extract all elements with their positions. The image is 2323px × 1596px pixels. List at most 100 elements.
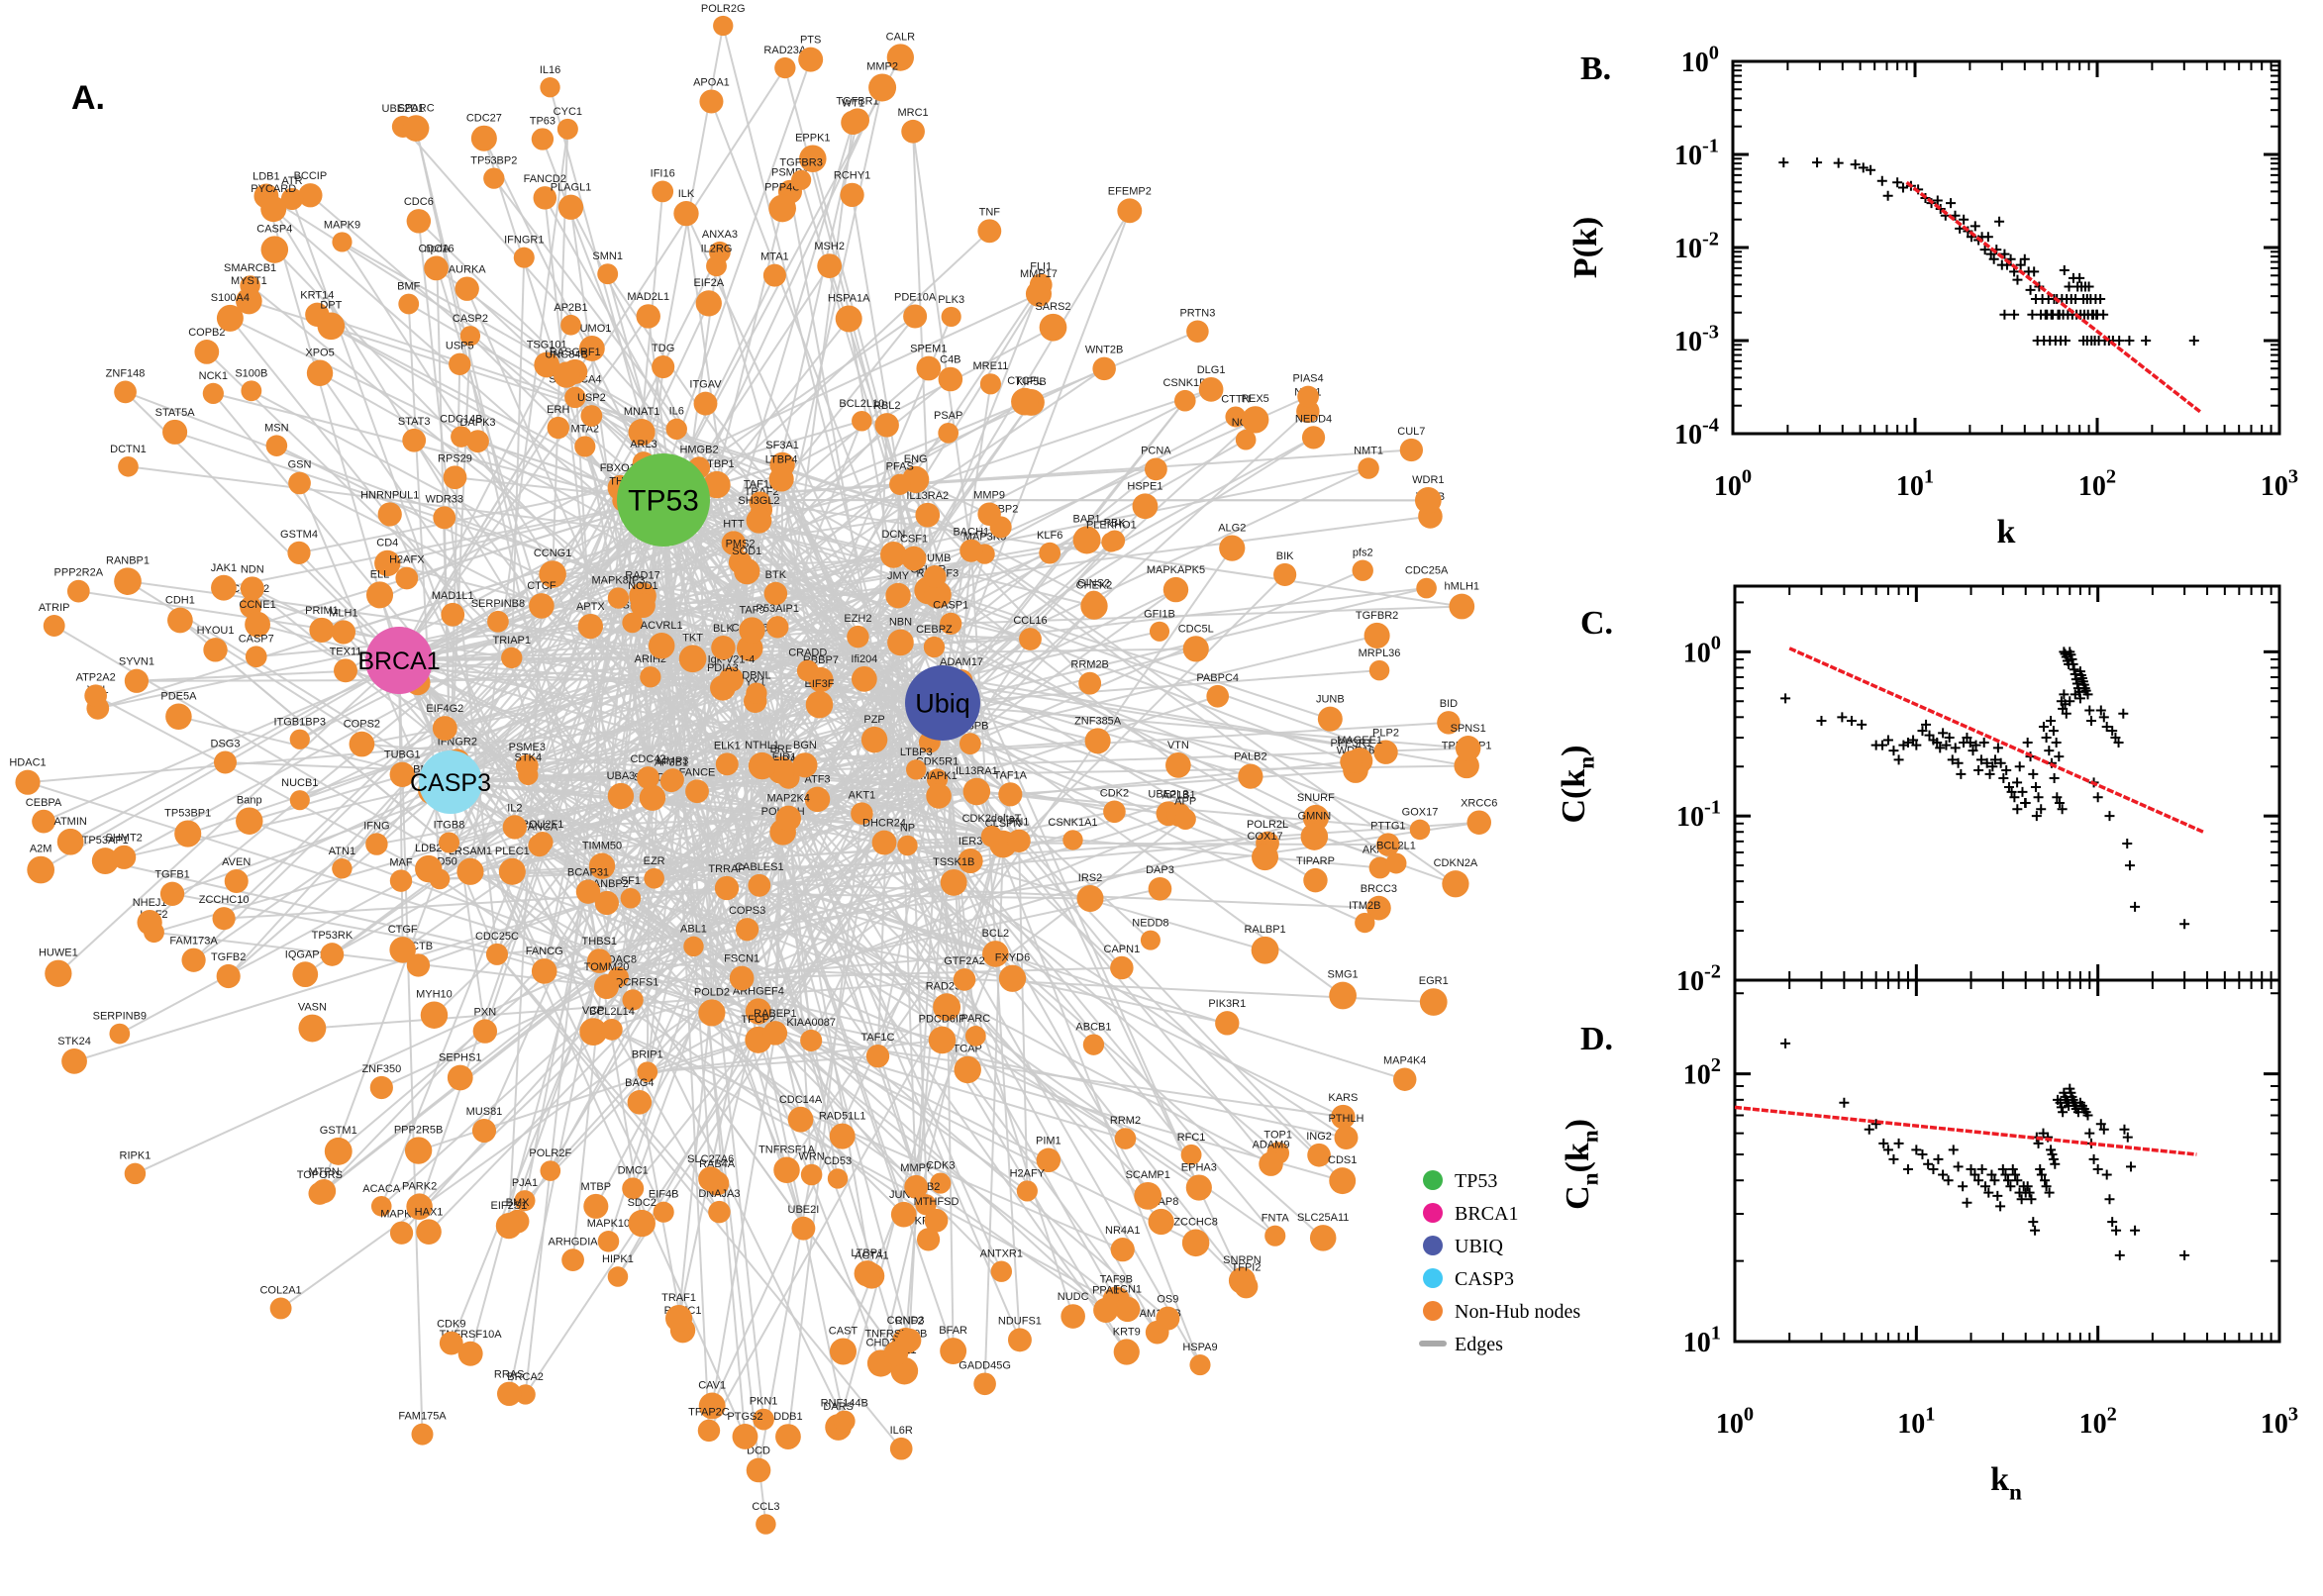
network-node-label: APOA1 [693, 76, 730, 88]
network-node-label: ZNF148 [106, 368, 146, 380]
network-node [756, 1514, 776, 1535]
network-edge [774, 1032, 1197, 1245]
network-node [833, 1410, 856, 1433]
network-node [933, 993, 961, 1022]
network-node [485, 943, 509, 965]
network-node-label: MMP2 [866, 60, 898, 72]
network-node [245, 611, 270, 638]
network-node [851, 802, 873, 825]
network-node-label: RABEP1 [754, 1008, 796, 1020]
network-edge [929, 741, 1320, 1156]
network-node-label: PRTN3 [1179, 307, 1215, 319]
network-node-label: STAT3 [398, 416, 431, 428]
network-edge [496, 928, 748, 955]
network-node-label: TAF1B [744, 478, 776, 490]
network-node [1134, 1181, 1162, 1210]
network-node-label: SMARCB1 [224, 262, 276, 274]
network-node [916, 1228, 941, 1251]
network-node-label: BIK [1276, 550, 1294, 562]
network-edge [698, 420, 862, 469]
network-node [236, 807, 263, 835]
network-node-label: CCND3 [887, 1315, 925, 1327]
network-node-label: MRC1 [898, 107, 929, 119]
network-edge [638, 630, 754, 1103]
y-axis-label: Cn​(kn​) [1560, 1119, 1604, 1210]
network-node [817, 253, 843, 278]
network-node-label: PZP [863, 714, 884, 726]
network-node [916, 355, 942, 381]
network-node-label: BCL2 [982, 928, 1010, 940]
data-point [2064, 281, 2074, 292]
network-node-label: DCTN1 [110, 444, 147, 455]
network-edge [758, 884, 906, 1371]
network-node-label: MAD1L1 [432, 590, 474, 602]
data-point [1979, 245, 1990, 255]
network-node [1219, 535, 1246, 561]
data-point [2047, 1149, 2058, 1160]
network-node-label: EGR1 [1419, 975, 1449, 987]
network-node-label: PSAP [934, 410, 962, 422]
network-edge [758, 884, 879, 1057]
network-node [1252, 844, 1279, 871]
data-point [1982, 232, 1993, 243]
data-point [2028, 768, 2039, 779]
network-node-label: BCL2L10 [839, 398, 884, 410]
network-node [959, 733, 981, 755]
network-node-label: ALG2 [1218, 523, 1246, 535]
data-point [2044, 746, 2055, 756]
network-node [1331, 1104, 1356, 1130]
network-node [1307, 1143, 1331, 1167]
network-node-label: DBNL [742, 669, 770, 681]
network-node [1092, 356, 1116, 381]
network-node [960, 539, 983, 562]
network-node [1101, 532, 1122, 552]
network-node [874, 413, 899, 438]
network-node-label: CDC42 [630, 753, 665, 765]
network-node [840, 182, 864, 207]
network-node-label: GSN [288, 459, 312, 471]
network-node-label: FSCN1 [724, 953, 759, 965]
network-node [711, 635, 736, 660]
network-edge [105, 859, 619, 978]
network-edge [229, 317, 901, 644]
network-node-label: PTHLH [1328, 1113, 1364, 1125]
network-node-label: DARS [823, 1401, 854, 1413]
network-node [721, 531, 747, 555]
network-node [1455, 736, 1481, 761]
network-node [706, 255, 727, 277]
network-node-label: BCCIP [294, 170, 328, 182]
network-node [597, 263, 619, 285]
network-node [56, 828, 84, 855]
network-node-label: STK4 [515, 752, 543, 764]
network-node-label: CDC14B [440, 413, 482, 425]
network-node-label: WDR33 [426, 493, 464, 505]
network-node [269, 1297, 292, 1320]
data-point [1893, 754, 1904, 765]
network-node [1366, 895, 1391, 921]
network-node-label: HTT [723, 518, 745, 530]
network-node [1114, 1296, 1141, 1323]
network-node [224, 868, 249, 893]
network-node-label: HDAC1 [9, 757, 46, 769]
network-node-label: PABPC4 [1196, 672, 1239, 684]
network-node [1103, 800, 1126, 824]
network-node-label: SEPHS1 [439, 1052, 481, 1064]
network-node [586, 948, 612, 973]
data-point [1911, 1145, 1922, 1155]
svg-text:100​: 100​ [1714, 465, 1752, 502]
network-node-label: NBN [889, 617, 912, 629]
network-edge [927, 589, 1386, 753]
axis-ticks [1731, 59, 2281, 436]
network-node-label: CYC1 [554, 106, 582, 118]
network-node-label: ATMIN [53, 816, 86, 828]
data-point [2022, 1181, 2033, 1192]
network-edge [606, 794, 940, 904]
svg-text:101​: 101​ [1683, 1322, 1721, 1358]
network-node-label: TP63 [530, 115, 556, 127]
data-point [1992, 743, 2003, 753]
network-node-label: FAM173A [169, 936, 218, 948]
network-node-label: VCP [582, 1005, 605, 1017]
network-node [289, 729, 310, 749]
network-edge [811, 1039, 1344, 1119]
network-node-label: ITGB1BP3 [273, 717, 326, 729]
